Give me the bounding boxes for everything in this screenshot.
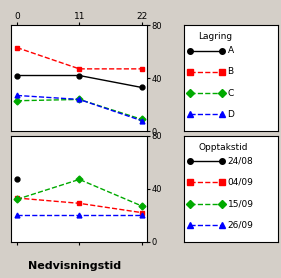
Text: A: A [227,46,234,55]
Text: C: C [227,89,234,98]
Text: 26/09: 26/09 [227,220,253,229]
Text: Opptakstid: Opptakstid [198,143,248,152]
Text: 24/08: 24/08 [227,157,253,166]
Text: D: D [227,110,234,119]
Text: B: B [227,67,234,76]
Text: 04/09: 04/09 [227,178,253,187]
Text: Lagring: Lagring [198,33,232,41]
Text: Nedvisningstid: Nedvisningstid [28,261,121,271]
Text: 15/09: 15/09 [227,199,253,208]
